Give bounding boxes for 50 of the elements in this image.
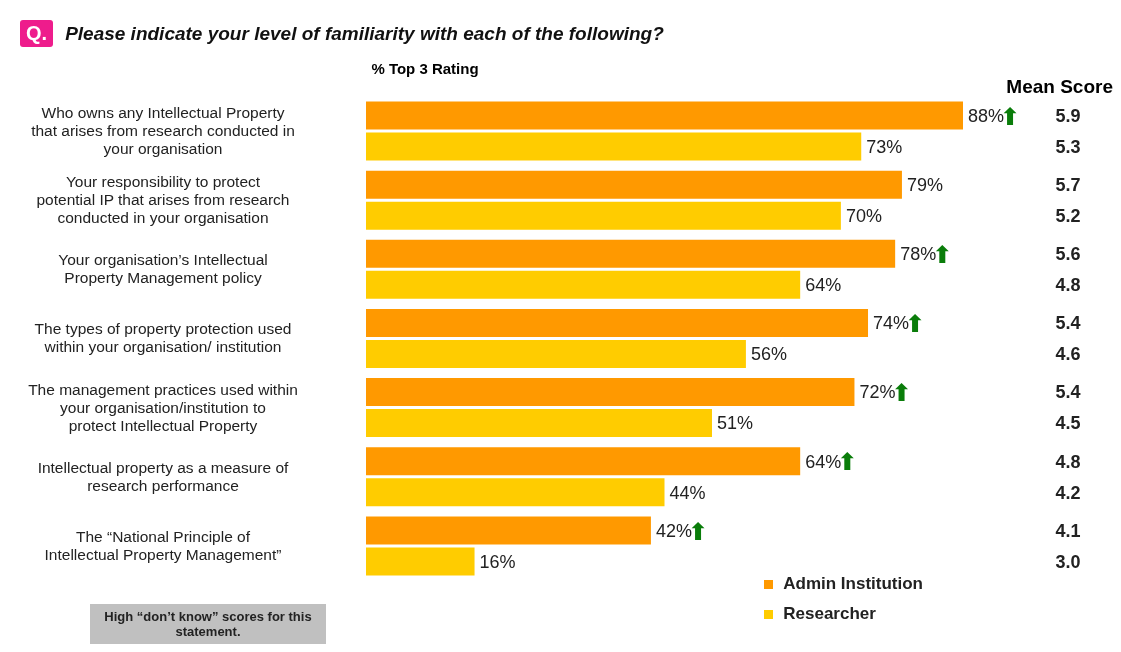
legend-label: Admin Institution <box>782 574 923 594</box>
bar <box>366 409 712 438</box>
text: % Top 3 Rating <box>370 60 480 77</box>
text: 5.2 <box>1055 205 1081 226</box>
bar <box>366 547 475 576</box>
data-label: 79% <box>906 174 943 195</box>
data-label: 56% <box>750 344 787 365</box>
chart-title: Please indicate your level of familiarity with each of the following? <box>65 22 664 45</box>
y-tick-label: Your organisation’s Intellectual Property Management policy <box>58 251 268 287</box>
data-label: 51% <box>716 413 754 434</box>
bar <box>366 201 841 230</box>
y-tick-label: Your responsibility to protect potential IP that arises from research conducted in your organisation <box>36 173 290 227</box>
bar <box>366 339 746 368</box>
y-tick-label: The types of property protection used within your organisation/ institution <box>34 320 292 356</box>
bar <box>366 516 651 545</box>
text: 4.1 <box>1055 520 1081 541</box>
data-label: 16% <box>479 551 516 572</box>
text: 4.2 <box>1055 482 1081 503</box>
data-label: 73% <box>866 136 903 157</box>
bar <box>366 447 801 476</box>
bar <box>366 101 963 130</box>
y-tick-label: Intellectual property as a measure of research performance <box>37 458 290 494</box>
y-tick-label: The “National Principle of Intellectual Property Management” <box>44 527 282 563</box>
data-label: 44% <box>669 482 706 503</box>
bar <box>366 378 855 407</box>
text: Q. <box>20 20 54 47</box>
text: 4.8 <box>1055 275 1081 296</box>
text: 3.0 <box>1055 551 1081 572</box>
legend-label: Researcher <box>782 604 877 624</box>
bar <box>366 308 869 337</box>
y-tick-label: Who owns any Intellectual Property that arises from research conducted in your organisation <box>31 104 295 157</box>
bar <box>366 132 862 161</box>
text: 5.3 <box>1055 136 1081 157</box>
bar <box>366 239 896 268</box>
text: 4.6 <box>1055 344 1081 365</box>
y-tick-label: The management practices used within your organisation/institution to protect Intellectual Property <box>28 380 298 434</box>
note-box: High “don’t know” scores for this statement. <box>90 604 326 644</box>
text: 4.5 <box>1055 413 1081 434</box>
text: 5.7 <box>1055 174 1081 195</box>
text: 4.8 <box>1055 451 1081 472</box>
bar <box>366 270 801 299</box>
text: 5.6 <box>1055 244 1081 265</box>
bar <box>366 478 665 507</box>
data-label: 70% <box>845 205 882 226</box>
data-label: 64% <box>805 275 842 296</box>
bar <box>366 170 902 199</box>
text: 5.4 <box>1055 382 1081 403</box>
text: Mean Score <box>1006 76 1113 98</box>
text: 5.9 <box>1055 105 1081 126</box>
text: 5.4 <box>1055 313 1081 334</box>
